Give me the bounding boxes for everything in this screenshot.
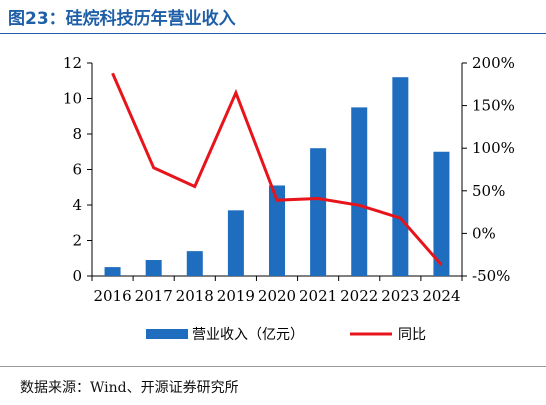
y-left-tick-labels: 0 2 4 6 8 10 12 bbox=[63, 54, 82, 285]
legend: 营业收入（亿元） 同比 bbox=[146, 327, 426, 343]
y-left-tick-label: 10 bbox=[63, 90, 82, 108]
y-right-tick-label: 50% bbox=[472, 182, 505, 200]
growth-line bbox=[111, 72, 443, 266]
bar bbox=[145, 260, 162, 276]
source-rule bbox=[0, 366, 546, 367]
x-tick-label: 2024 bbox=[422, 287, 460, 305]
figure-title: 图23：硅烷科技历年营业收入 bbox=[8, 9, 236, 29]
y-left-tick-label: 4 bbox=[72, 196, 82, 214]
x-tick-label: 2018 bbox=[176, 287, 214, 305]
bar bbox=[351, 107, 368, 276]
x-tick-label: 2016 bbox=[93, 287, 131, 305]
legend-bar-label: 营业收入（亿元） bbox=[192, 327, 304, 343]
bars bbox=[104, 77, 450, 276]
bar bbox=[186, 251, 203, 276]
bar bbox=[104, 267, 121, 276]
bar bbox=[392, 77, 409, 276]
title-rule bbox=[0, 33, 546, 34]
chart: 2016 2017 2018 2019 2020 2021 2022 2023 2024 0 2 4… bbox=[63, 54, 515, 343]
y-right-tick-label: -50% bbox=[472, 267, 510, 285]
legend-line-label: 同比 bbox=[398, 327, 426, 343]
x-tick-label: 2019 bbox=[217, 287, 255, 305]
bar bbox=[269, 185, 285, 276]
x-tick-label: 2022 bbox=[340, 287, 378, 305]
y-right-tick-labels: -50% 0% 50% 100% 150% 200% bbox=[472, 54, 515, 285]
x-tick-label: 2023 bbox=[381, 287, 419, 305]
source-note: 数据来源：Wind、开源证券研究所 bbox=[20, 380, 239, 396]
x-tick-labels: 2016 2017 2018 2019 2020 2021 2022 2023 2024 bbox=[93, 287, 460, 305]
bar bbox=[227, 210, 244, 276]
bar bbox=[433, 151, 450, 276]
bar bbox=[310, 148, 327, 276]
y-right-tick-label: 100% bbox=[472, 139, 515, 157]
y-left-tick-label: 8 bbox=[72, 125, 82, 143]
legend-bar-swatch bbox=[146, 329, 188, 339]
y-left-tick-label: 12 bbox=[63, 54, 82, 72]
x-tick-label: 2020 bbox=[258, 287, 296, 305]
y-left-tick-label: 6 bbox=[72, 161, 82, 179]
x-tick-label: 2017 bbox=[135, 287, 173, 305]
x-tick-label: 2021 bbox=[299, 287, 337, 305]
y-left-tick-label: 2 bbox=[72, 232, 82, 250]
y-right-tick-label: 0% bbox=[472, 224, 496, 242]
y-right-tick-label: 150% bbox=[472, 97, 515, 115]
y-right-tick-label: 200% bbox=[472, 54, 515, 72]
y-left-tick-label: 0 bbox=[72, 267, 82, 285]
growth-line-path bbox=[111, 72, 443, 266]
